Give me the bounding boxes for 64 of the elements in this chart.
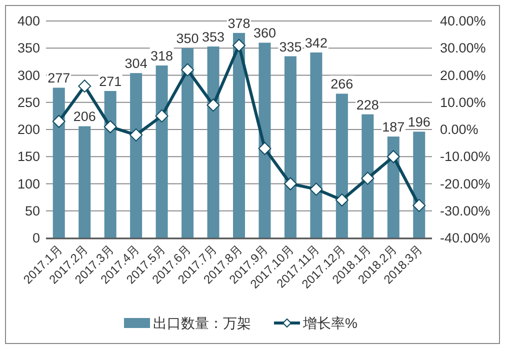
bar xyxy=(52,88,65,238)
point xyxy=(181,63,194,76)
y-tick-label: 400 xyxy=(17,14,40,28)
data-label: 196 xyxy=(408,114,430,130)
data-label: 335 xyxy=(279,39,302,54)
point xyxy=(52,114,66,128)
y-tick-label: 0 xyxy=(32,230,40,246)
data-label: 206 xyxy=(73,109,96,124)
bar xyxy=(156,65,168,238)
y-tick-label: 200 xyxy=(17,122,40,137)
data-label: 342 xyxy=(304,35,328,50)
data-label: 353 xyxy=(202,30,225,44)
bar xyxy=(284,56,296,238)
y2-tick-label: 0.00% xyxy=(440,122,478,137)
bar xyxy=(182,48,194,238)
bar xyxy=(78,126,91,238)
bar xyxy=(413,132,426,238)
y2-tick-label: -40.00% xyxy=(440,230,490,246)
point xyxy=(155,109,168,122)
data-label: 304 xyxy=(124,56,148,72)
bar xyxy=(207,46,220,238)
data-label: 228 xyxy=(356,97,379,112)
bar xyxy=(310,52,322,238)
point xyxy=(284,177,297,190)
data-label: 271 xyxy=(99,74,122,89)
point xyxy=(258,142,272,155)
y-tick-label: 300 xyxy=(17,68,40,83)
bar xyxy=(362,114,374,238)
point xyxy=(232,38,246,52)
y-tick-label: 150 xyxy=(17,149,40,164)
data-label: 350 xyxy=(176,31,199,46)
point xyxy=(130,128,143,142)
data-label: 378 xyxy=(228,16,250,31)
y2-tick-label: -30.00% xyxy=(440,203,490,218)
bar xyxy=(104,90,116,238)
y-tick-label: 350 xyxy=(17,40,40,56)
point xyxy=(412,198,426,212)
point xyxy=(310,182,323,196)
data-label: 318 xyxy=(150,48,174,64)
y2-tick-label: 40.00% xyxy=(440,14,486,28)
y2-tick-label: 10.00% xyxy=(440,94,486,110)
bar xyxy=(336,94,348,238)
y2-tick-label: -20.00% xyxy=(440,176,490,192)
point xyxy=(206,98,220,112)
data-label: 187 xyxy=(382,120,405,135)
point xyxy=(104,120,117,134)
data-label: 277 xyxy=(48,70,70,86)
y2-tick-label: -10.00% xyxy=(440,149,490,164)
point xyxy=(386,150,400,164)
y-tick-label: 250 xyxy=(17,94,40,110)
data-label: 266 xyxy=(330,76,354,92)
y2-tick-label: 30.00% xyxy=(440,40,486,56)
point xyxy=(78,80,92,93)
point xyxy=(361,172,374,185)
y2-tick-label: 20.00% xyxy=(440,68,486,83)
y-tick-label: 50 xyxy=(24,203,40,218)
bar xyxy=(258,42,271,238)
bar xyxy=(233,32,245,238)
data-label: 360 xyxy=(253,26,276,41)
legend-label: 出口数量：万架 xyxy=(153,315,251,331)
bar xyxy=(130,73,142,238)
y-tick-label: 100 xyxy=(17,176,40,192)
legend-label: 增长率% xyxy=(302,315,358,331)
point xyxy=(335,194,348,207)
